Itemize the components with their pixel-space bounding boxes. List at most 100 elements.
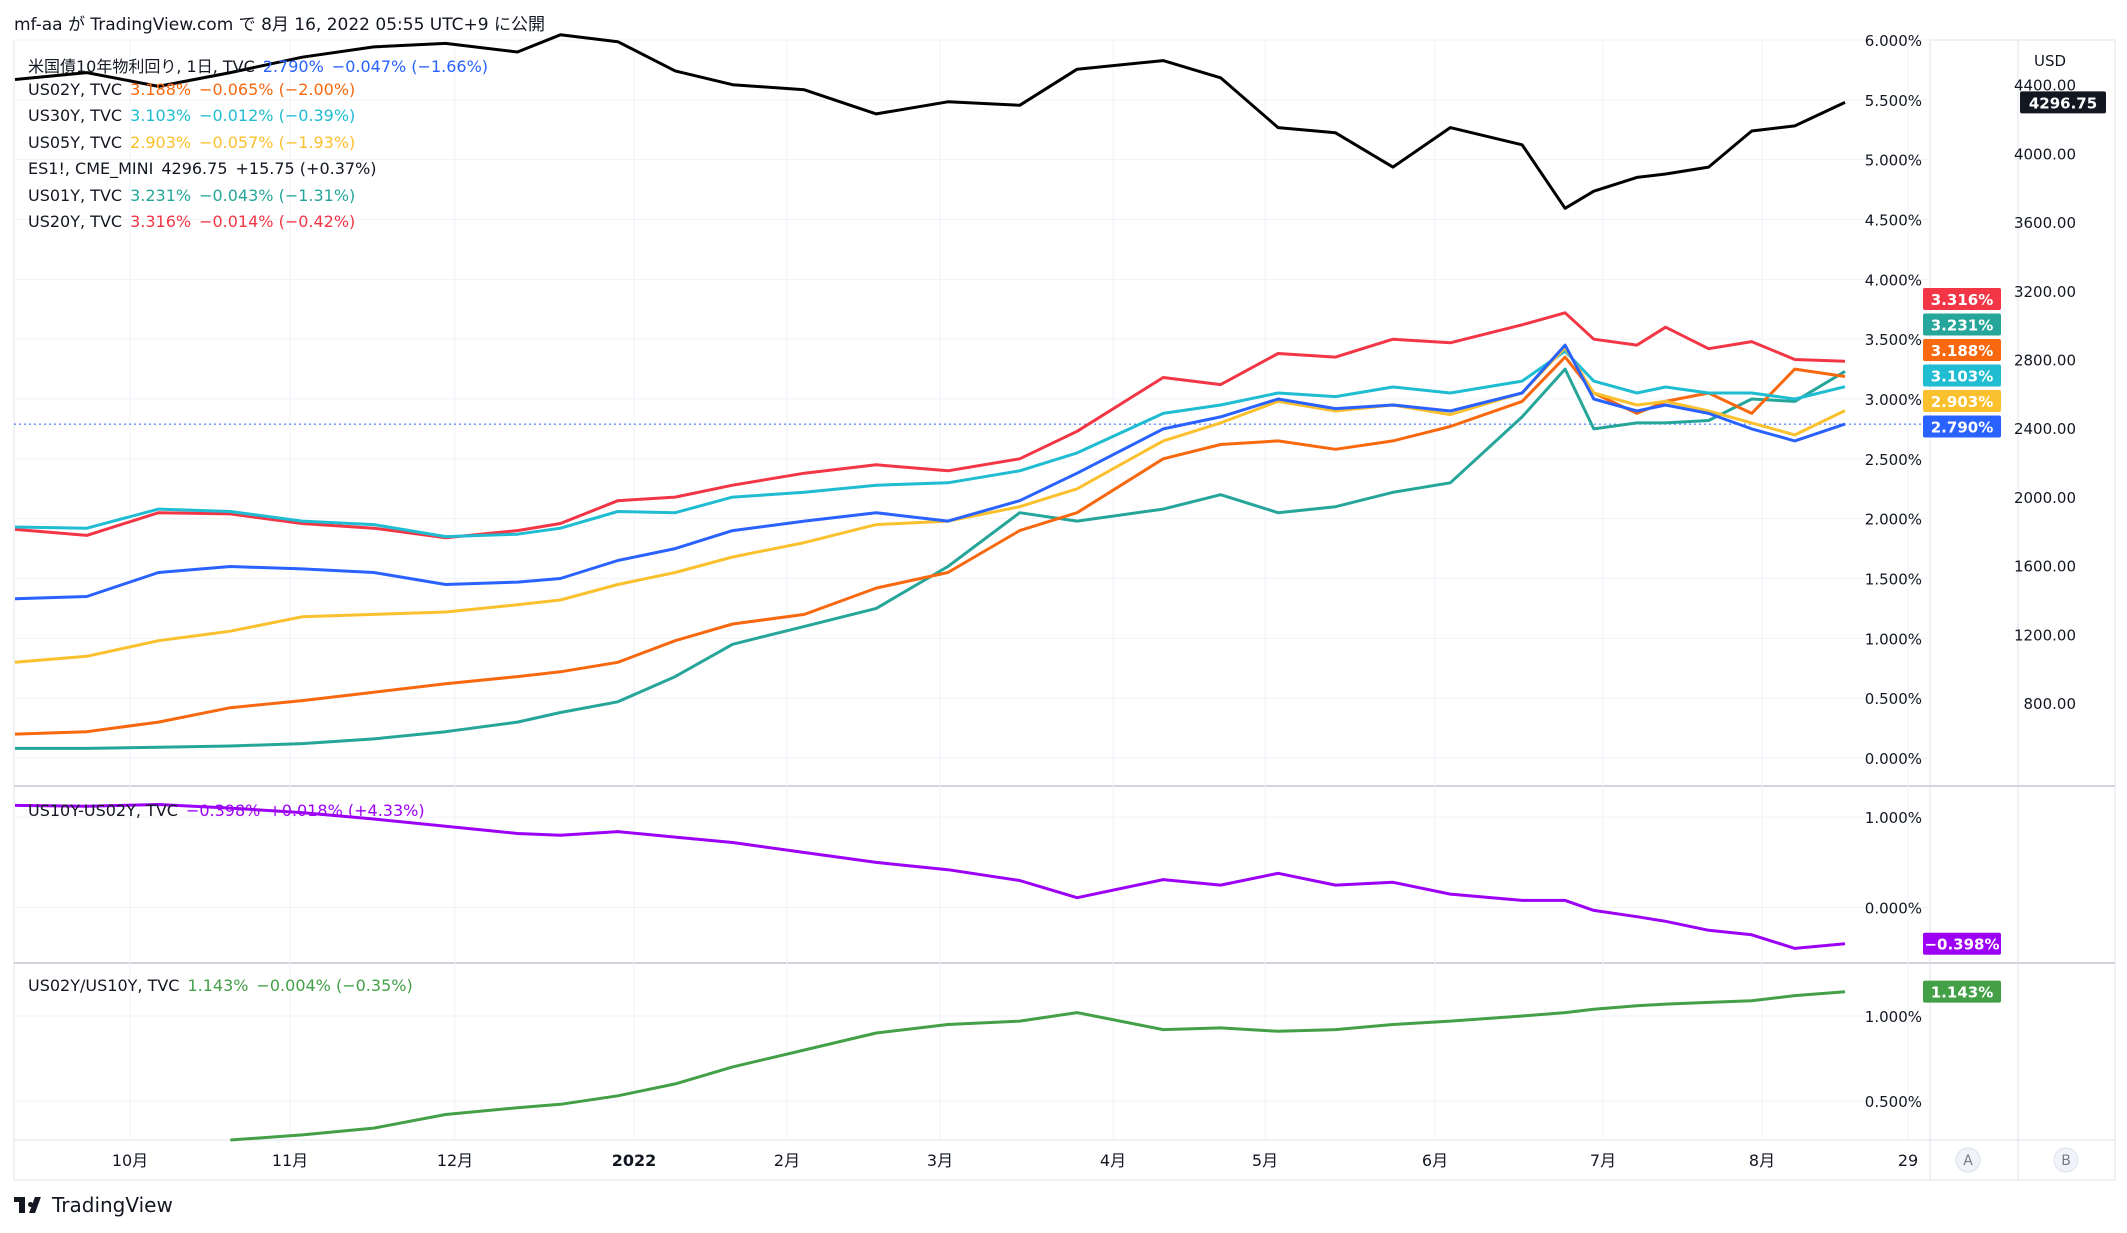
y-tick-label-right: 2400.00 xyxy=(2014,420,2076,438)
x-tick-label: 8月 xyxy=(1749,1151,1775,1170)
last-value-badge-label: 3.231% xyxy=(1931,317,1993,335)
y-tick-label-left: 3.500% xyxy=(1865,331,1922,349)
legend-symbol: ES1!, CME_MINI xyxy=(28,159,154,178)
x-tick-label: 2月 xyxy=(774,1151,800,1170)
last-value-badge-us20y xyxy=(1923,288,2001,310)
series-line-us30y[interactable] xyxy=(14,349,1846,539)
y-tick-label-left: 2.500% xyxy=(1865,451,1922,469)
legend-row-us10y[interactable]: 米国債10年物利回り, 1日, TVC 2.790% −0.047% (−1.66%… xyxy=(28,53,496,80)
series-line-ratio[interactable] xyxy=(230,990,1846,1142)
last-value-badge-label: 3.316% xyxy=(1931,291,1993,309)
y-tick-label-left: 0.000% xyxy=(1865,750,1922,768)
legend-symbol: US10Y-US02Y, TVC xyxy=(28,801,178,820)
y-tick-label-left: 4.000% xyxy=(1865,271,1922,289)
last-value-badge-label: 1.143% xyxy=(1931,984,1993,1002)
legend-value: 3.231% xyxy=(130,185,192,205)
x-tick-label: 4月 xyxy=(1100,1151,1126,1170)
x-tick-label: 6月 xyxy=(1422,1151,1448,1170)
legend-change: −0.065% (−2.00%) xyxy=(199,79,356,99)
scale-button-label: B xyxy=(2061,1153,2071,1169)
series-line-us01y[interactable] xyxy=(15,367,1846,750)
legend-row-us05y[interactable]: US05Y, TVC 2.903% −0.057% (−1.93%) xyxy=(28,133,496,160)
legend-value: 2.790% xyxy=(262,57,324,76)
legend-change: −0.057% (−1.93%) xyxy=(199,132,356,152)
y-tick-label-right: 1600.00 xyxy=(2014,558,2076,576)
footer-branding[interactable]: TradingView xyxy=(14,1193,173,1217)
legend-value: 2.903% xyxy=(130,132,192,152)
series-line-us05y[interactable] xyxy=(14,346,1846,664)
right-axis-unit-label: USD xyxy=(2034,52,2066,70)
x-tick-label: 7月 xyxy=(1590,1151,1616,1170)
y-tick-label-left: 3.000% xyxy=(1865,391,1922,409)
y-tick-label-right: 2000.00 xyxy=(2014,489,2076,507)
legend-symbol: US05Y, TVC xyxy=(28,132,123,152)
legend-symbol: US30Y, TVC xyxy=(28,106,123,125)
y-tick-label-left: 0.500% xyxy=(1865,1093,1922,1111)
legend-symbol: US02Y/US10Y, TVC xyxy=(28,976,180,995)
legend-row-us30y[interactable]: US30Y, TVC 3.103% −0.012% (−0.39%) xyxy=(28,106,496,133)
brand-label: TradingView xyxy=(52,1193,173,1217)
last-value-badge-label: 2.903% xyxy=(1931,393,1993,411)
scale-button-a[interactable] xyxy=(1955,1147,1981,1173)
y-tick-label-right: 3200.00 xyxy=(2014,283,2076,301)
x-tick-label: 5月 xyxy=(1252,1151,1278,1170)
last-value-badge-us10y xyxy=(1923,415,2001,438)
legend-change: −0.043% (−1.31%) xyxy=(199,185,356,205)
last-value-badge-ratio xyxy=(1923,980,2001,1003)
legend-symbol: 米国債10年物利回り, 1日, TVC xyxy=(28,57,255,76)
legend-value: 1.143% xyxy=(187,976,249,995)
last-value-badge-label: 2.790% xyxy=(1931,419,1993,437)
y-tick-label-left: 0.500% xyxy=(1865,690,1922,708)
last-value-badge-label: 3.188% xyxy=(1931,342,1993,360)
y-tick-label-left: 4.500% xyxy=(1865,212,1922,230)
y-tick-label-right: 3600.00 xyxy=(2014,214,2076,232)
legend-change: −0.047% (−1.66%) xyxy=(331,57,489,76)
legend-row-us01y[interactable]: US01Y, TVC 3.231% −0.043% (−1.31%) xyxy=(28,186,496,213)
tradingview-logo-icon xyxy=(14,1197,44,1213)
last-value-badge-label: −0.398% xyxy=(1924,936,1999,954)
x-tick-label: 11月 xyxy=(272,1151,308,1170)
series-line-spread[interactable] xyxy=(14,803,1846,950)
y-tick-label-left: 5.500% xyxy=(1865,92,1922,110)
x-tick-label: 12月 xyxy=(437,1151,473,1170)
legend-row-ratio[interactable]: US02Y/US10Y, TVC 1.143% −0.004% (−0.35%) xyxy=(28,976,421,1000)
last-value-badge-es1 xyxy=(2020,91,2106,114)
series-line-es1[interactable] xyxy=(14,33,1846,210)
scale-button-b[interactable] xyxy=(2053,1147,2079,1173)
legend-row-us02y[interactable]: US02Y, TVC 3.188% −0.065% (−2.00%) xyxy=(28,80,496,107)
y-tick-label-left: 1.000% xyxy=(1865,630,1922,648)
series-line-us20y[interactable] xyxy=(14,311,1846,540)
x-tick-label: 10月 xyxy=(112,1151,148,1170)
y-tick-label-right: 4000.00 xyxy=(2014,145,2076,163)
y-tick-label-left: 1.000% xyxy=(1865,809,1922,827)
y-tick-label-left: 2.000% xyxy=(1865,511,1922,529)
y-tick-label-left: 5.000% xyxy=(1865,152,1922,170)
legend-symbol: US02Y, TVC xyxy=(28,79,123,99)
legend-row-es1[interactable]: ES1!, CME_MINI 4296.75 +15.75 (+0.37%) xyxy=(28,159,496,186)
last-value-badge-us05y xyxy=(1923,390,2001,412)
x-tick-label: 2022 xyxy=(612,1151,657,1170)
legend-change: −0.004% (−0.35%) xyxy=(256,976,413,995)
last-value-badge-spread xyxy=(1923,932,2001,955)
y-tick-label-left: 1.000% xyxy=(1865,1008,1922,1026)
legend-value: −0.398% xyxy=(185,801,261,820)
publication-header: mf-aa が TradingView.com で 8月 16, 2022 05… xyxy=(14,15,545,35)
x-tick-label: 3月 xyxy=(927,1151,953,1170)
last-value-badge-label: 4296.75 xyxy=(2029,94,2097,112)
last-value-badge-label: 3.103% xyxy=(1931,368,1993,386)
legend-row-spread[interactable]: US10Y-US02Y, TVC −0.398% +0.018% (+4.33%) xyxy=(28,801,433,825)
series-line-us10y[interactable] xyxy=(14,343,1846,601)
y-tick-label-right: 2800.00 xyxy=(2014,351,2076,369)
ratio-pane-legend: US02Y/US10Y, TVC 1.143% −0.004% (−0.35%) xyxy=(28,976,421,1000)
legend-change: +15.75 (+0.37%) xyxy=(235,159,377,178)
legend-value: 3.316% xyxy=(130,212,192,231)
spread-pane-legend: US10Y-US02Y, TVC −0.398% +0.018% (+4.33%) xyxy=(28,801,433,825)
legend-change: +0.018% (+4.33%) xyxy=(268,801,425,820)
y-tick-label-left: 0.000% xyxy=(1865,900,1922,918)
legend-row-us20y[interactable]: US20Y, TVC 3.316% −0.014% (−0.42%) xyxy=(28,212,496,239)
y-tick-label-left: 1.500% xyxy=(1865,571,1922,589)
last-value-badge-us01y xyxy=(1923,313,2001,336)
legend-value: 3.103% xyxy=(130,106,192,125)
y-tick-label-right: 800.00 xyxy=(2024,695,2077,713)
